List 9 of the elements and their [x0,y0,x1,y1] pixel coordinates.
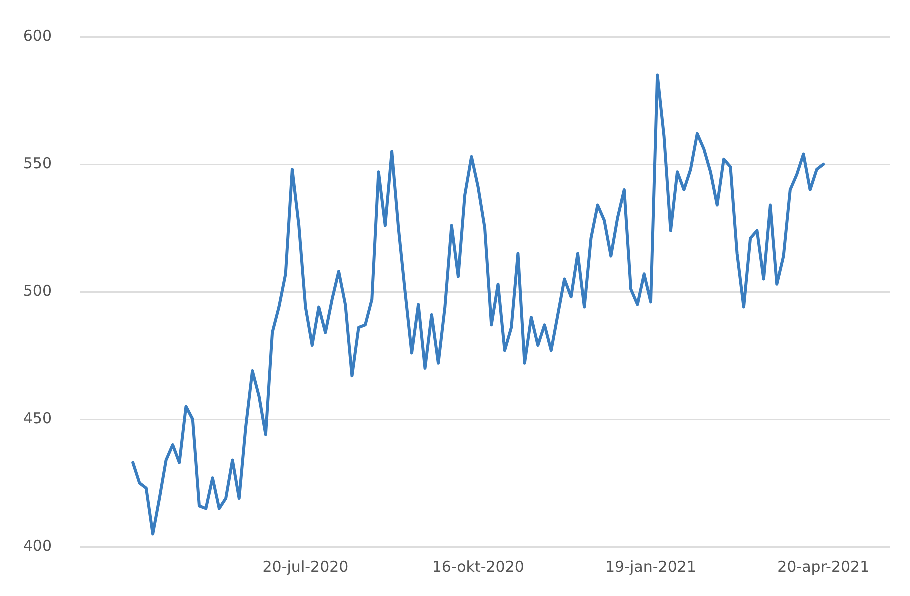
x-tick-label: 20-apr-2021 [778,558,870,576]
x-tick-label: 16-okt-2020 [432,558,524,576]
y-tick-label: 450 [23,409,52,428]
x-tick-label: 20-jul-2020 [262,558,349,576]
y-tick-label: 600 [23,26,52,45]
y-tick-label: 500 [23,282,52,300]
x-tick-label: 19-jan-2021 [606,558,696,576]
y-tick-label: 550 [23,154,52,172]
y-tick-label: 400 [23,536,52,555]
